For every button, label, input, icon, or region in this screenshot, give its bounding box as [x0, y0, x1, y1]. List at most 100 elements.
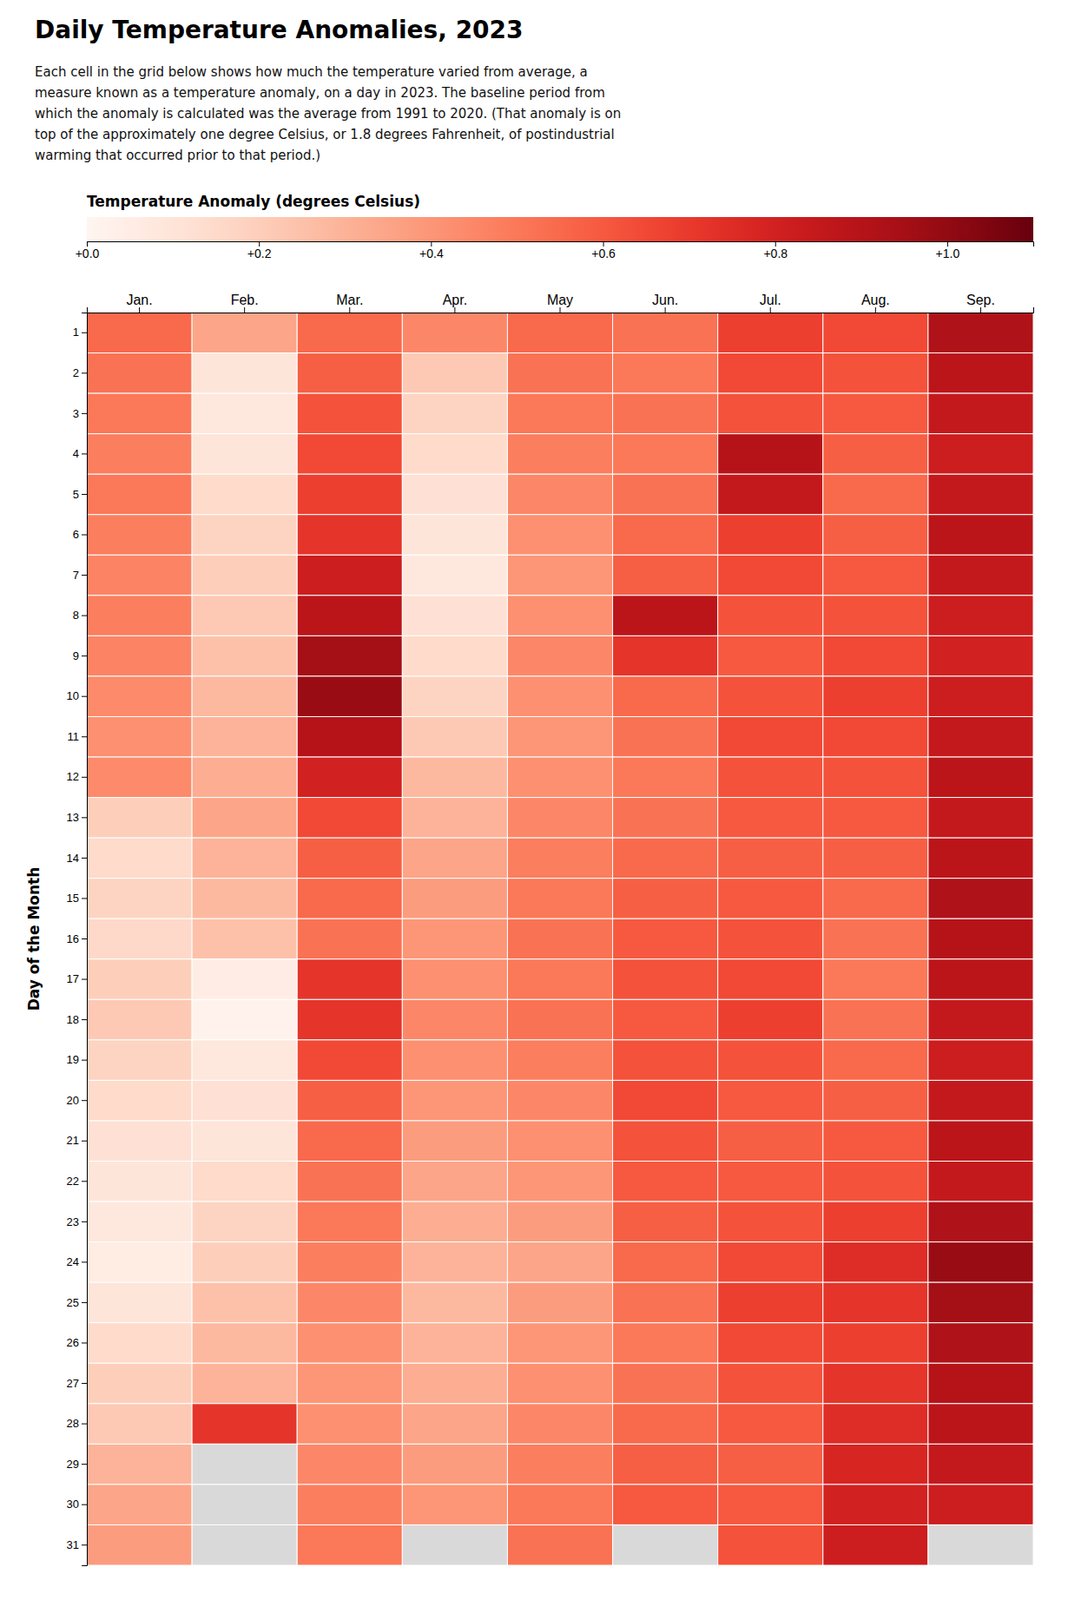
x-tick-label: Aug. [861, 292, 890, 308]
cell [823, 999, 929, 1041]
cell [191, 1282, 297, 1324]
cell [296, 1120, 403, 1162]
cell [402, 1040, 508, 1082]
x-tick-label: May [547, 292, 574, 308]
missing-cell [191, 1524, 297, 1566]
cell [823, 959, 929, 1001]
y-tick: 8 [72, 608, 87, 622]
cell [86, 474, 192, 515]
cell [823, 1323, 929, 1365]
cell [296, 1282, 403, 1324]
cell [507, 1282, 613, 1324]
cell [928, 918, 1034, 960]
y-tick-label: 31 [66, 1538, 80, 1552]
cell [191, 1120, 297, 1162]
cell [928, 474, 1034, 515]
y-tick: 19 [66, 1053, 87, 1067]
y-tick: 9 [72, 649, 87, 663]
y-tick-label: 22 [66, 1174, 80, 1188]
y-tick: 6 [72, 527, 87, 541]
colorbar-axis: +0.0+0.2+0.4+0.6+0.8+1.0 [75, 241, 1035, 261]
cell [507, 312, 613, 354]
cell [823, 757, 929, 798]
cell [718, 1161, 824, 1203]
colorbar-tick: +0.0 [75, 241, 100, 261]
cell [718, 1484, 824, 1526]
y-tick-mark [81, 1463, 87, 1465]
y-axis: 1234567891011121314151617181920212223242… [66, 313, 88, 1567]
cell [928, 878, 1034, 920]
cell [86, 757, 192, 798]
cell [718, 393, 824, 435]
cell [191, 878, 297, 920]
cell [613, 797, 719, 839]
cell [718, 1363, 824, 1405]
cell [296, 1242, 403, 1284]
cell [718, 837, 824, 879]
cell [402, 554, 508, 596]
y-tick-mark [81, 817, 87, 818]
cell [402, 1282, 508, 1324]
cell [402, 514, 508, 556]
cell [613, 1242, 719, 1284]
y-tick-label: 30 [66, 1497, 80, 1511]
y-tick-mark [81, 1383, 87, 1385]
subtitle-line: which the anomaly is calculated was the … [34, 105, 621, 122]
cell [402, 999, 508, 1041]
y-tick: 1 [72, 325, 87, 339]
subtitle-line: warming that occurred prior to that peri… [34, 147, 321, 164]
y-tick: 7 [72, 568, 87, 582]
cell [718, 878, 824, 920]
y-tick-mark [81, 615, 87, 617]
cell [928, 1443, 1034, 1485]
cell [613, 1484, 719, 1526]
x-tick-mark [454, 307, 455, 313]
y-tick-mark [81, 1180, 87, 1182]
y-tick: 11 [67, 730, 88, 744]
y-tick-label: 4 [72, 447, 80, 461]
y-tick-label: 11 [67, 730, 80, 744]
colorbar-tick-label: +0.8 [763, 246, 788, 261]
colorbar-axis-line [87, 242, 1035, 248]
cell [718, 1080, 824, 1121]
cell [928, 1040, 1034, 1082]
cell [928, 1201, 1034, 1243]
cell [191, 1242, 297, 1284]
y-tick: 4 [72, 447, 87, 461]
y-tick-mark [81, 1060, 87, 1062]
cell [613, 312, 719, 354]
cell [296, 1363, 403, 1405]
y-tick-label: 5 [72, 487, 80, 502]
cell [613, 434, 719, 475]
y-tick: 10 [66, 689, 87, 703]
cell [402, 837, 508, 879]
x-tick-label: Jul. [759, 292, 782, 308]
y-tick-label: 9 [72, 649, 80, 663]
cell [86, 1323, 192, 1365]
cell [613, 595, 719, 637]
cell [823, 837, 929, 879]
cell [296, 797, 403, 839]
x-axis-line [87, 307, 1035, 314]
cell [86, 1040, 192, 1082]
cell [191, 434, 297, 475]
y-tick-mark [81, 979, 87, 981]
cell [823, 393, 929, 435]
y-tick-label: 17 [66, 972, 80, 986]
cell [296, 1040, 403, 1082]
y-tick-mark [81, 777, 87, 778]
cell [191, 1161, 297, 1203]
cell [928, 1080, 1034, 1121]
y-tick: 12 [66, 770, 87, 784]
cell [402, 918, 508, 960]
cell [86, 999, 192, 1041]
cell [296, 999, 403, 1041]
y-tick-label: 29 [66, 1457, 80, 1471]
cell [718, 999, 824, 1041]
cell [928, 312, 1034, 354]
cell [823, 554, 929, 596]
cell [86, 1161, 192, 1203]
cell [823, 514, 929, 556]
cell [718, 514, 824, 556]
cell [613, 1120, 719, 1162]
